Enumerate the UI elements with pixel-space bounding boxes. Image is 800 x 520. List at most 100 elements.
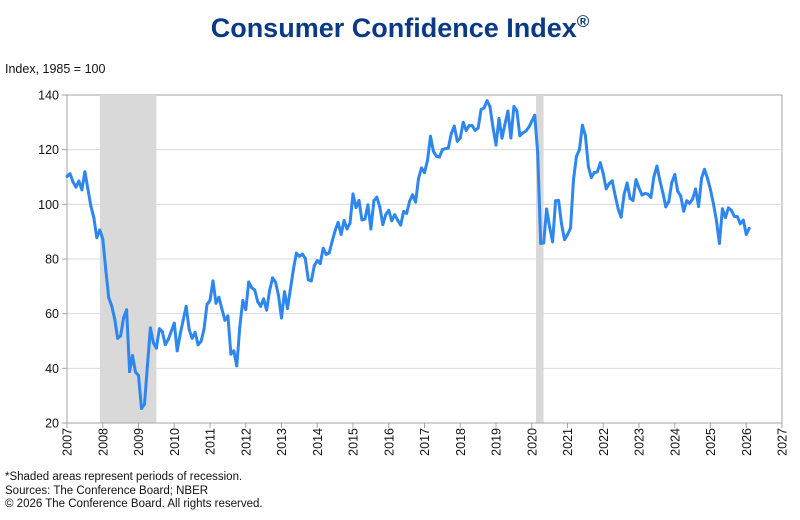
y-axis-label: Index, 1985 = 100 (5, 62, 106, 76)
data-point (199, 339, 203, 343)
data-point (250, 286, 254, 290)
data-point (625, 181, 629, 185)
data-point (446, 146, 450, 150)
sources-note: Sources: The Conference Board; NBER (5, 484, 209, 497)
x-tick-label: 2021 (561, 428, 575, 456)
data-point (443, 147, 447, 151)
data-point (324, 252, 328, 256)
data-point (423, 171, 426, 175)
data-point (381, 223, 385, 227)
data-point (387, 208, 391, 212)
data-point (610, 179, 614, 183)
x-tick-label: 2009 (132, 428, 146, 456)
x-tick-label: 2022 (597, 428, 611, 456)
x-tick-label: 2014 (311, 428, 325, 456)
data-point (732, 214, 736, 218)
data-point (542, 241, 546, 245)
data-point (673, 173, 677, 177)
data-point (277, 293, 281, 297)
data-point (434, 154, 438, 158)
data-point (268, 289, 272, 293)
data-point (470, 124, 474, 128)
data-point (321, 246, 325, 250)
x-tick-label: 2025 (704, 428, 718, 456)
data-point (107, 296, 111, 300)
data-point (193, 330, 197, 334)
data-point (676, 189, 680, 193)
data-point (557, 199, 561, 203)
data-point (729, 208, 733, 212)
data-point (500, 136, 504, 140)
data-point (592, 171, 596, 175)
data-point (425, 158, 429, 162)
data-point (455, 139, 459, 143)
data-point (491, 126, 495, 130)
x-tick-label: 2016 (382, 428, 396, 456)
data-point (178, 332, 182, 336)
data-point (336, 220, 340, 224)
series-line (65, 99, 751, 410)
data-point (131, 353, 135, 357)
data-point (467, 124, 471, 128)
data-point (196, 343, 200, 347)
data-point (598, 161, 602, 165)
data-point (116, 336, 120, 340)
data-point (190, 336, 194, 340)
data-point (390, 219, 394, 223)
data-point (89, 204, 93, 208)
data-point (83, 170, 87, 174)
data-point (697, 205, 701, 209)
data-point (122, 316, 126, 320)
data-point (679, 194, 683, 198)
data-point (640, 193, 644, 197)
data-point (351, 192, 355, 196)
data-point (682, 209, 686, 213)
data-point (95, 236, 99, 240)
data-point (580, 123, 584, 127)
data-point (119, 334, 123, 338)
y-tick-label: 60 (45, 307, 59, 321)
data-point (574, 155, 578, 158)
data-point (262, 297, 266, 301)
data-point (631, 199, 635, 203)
data-point (595, 170, 599, 174)
data-point (211, 279, 215, 283)
data-point (717, 241, 721, 245)
data-point (360, 218, 364, 222)
data-point (670, 180, 674, 184)
data-point (163, 343, 167, 347)
data-point (232, 349, 236, 353)
data-point (157, 327, 161, 331)
data-point (536, 151, 540, 155)
data-point (300, 252, 304, 256)
x-tick-label: 2019 (490, 428, 504, 456)
data-point (551, 240, 555, 244)
data-point (688, 201, 692, 205)
x-tick-label: 2007 (61, 428, 75, 456)
data-point (646, 192, 650, 196)
data-point (411, 193, 415, 197)
data-point (518, 134, 522, 138)
data-point (280, 316, 283, 320)
y-tick-label: 120 (38, 143, 59, 157)
data-point (691, 197, 695, 201)
data-point (589, 176, 593, 180)
data-point (86, 187, 90, 191)
data-point (214, 301, 218, 305)
x-tick-label: 2013 (275, 428, 289, 456)
recession-note: *Shaded areas represent periods of reces… (5, 471, 243, 483)
data-point (655, 164, 659, 168)
data-point (241, 299, 245, 303)
data-point (488, 105, 492, 109)
x-tick-label: 2024 (668, 428, 682, 456)
data-point (694, 187, 698, 191)
data-point (637, 186, 641, 190)
data-point (128, 370, 132, 374)
data-point (619, 215, 623, 219)
y-tick-label: 140 (38, 89, 59, 103)
data-point (223, 318, 227, 322)
data-point (113, 317, 117, 321)
data-point (497, 117, 501, 121)
data-point (92, 215, 96, 219)
